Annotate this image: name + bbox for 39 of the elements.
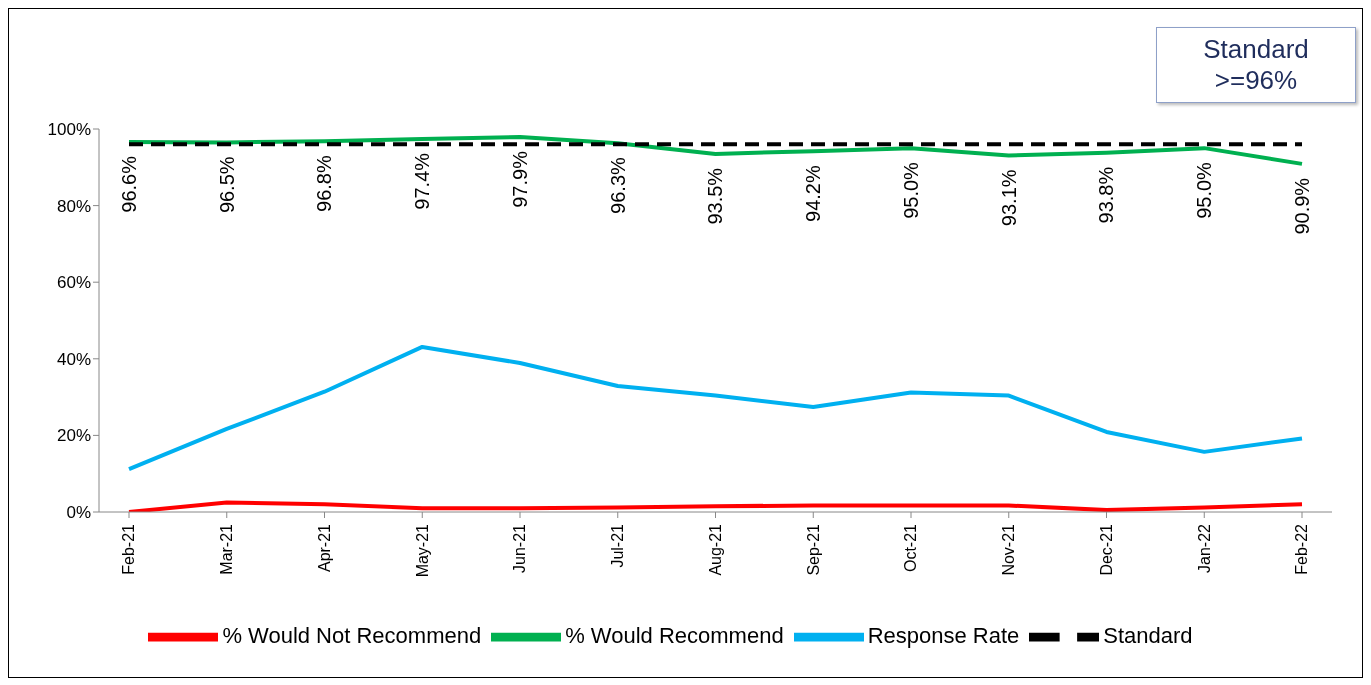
x-tick-label: Dec-21 [1097, 523, 1115, 576]
x-tick-label: Jul-21 [609, 523, 627, 568]
data-label: 96.5% [215, 156, 238, 214]
x-tick-label: Oct-21 [902, 523, 920, 573]
data-label: 96.6% [118, 155, 140, 213]
text: Standard >=96% [1156, 27, 1356, 103]
x-tick-label: Feb-22 [1293, 523, 1311, 575]
x-tick-label: Aug-21 [706, 523, 724, 576]
data-label: 97.9% [509, 150, 531, 208]
x-tick-label: Feb-21 [120, 523, 138, 575]
line-series [127, 500, 1304, 512]
data-label: 94.2% [802, 165, 825, 222]
data-label: 90.9% [1291, 177, 1313, 235]
x-tick-label: Sep-21 [804, 523, 822, 576]
data-label: 93.1% [997, 169, 1020, 227]
x-tick-label: Jun-21 [511, 523, 529, 573]
data-label: 96.3% [606, 156, 629, 214]
y-tick-label: 80% [56, 196, 91, 216]
y-tick-label: 100% [47, 120, 91, 140]
y-tick-label: 20% [56, 426, 91, 446]
legend-label: Response Rate [867, 622, 1020, 648]
y-tick-label: 40% [56, 349, 91, 369]
legend-label: Standard [1103, 622, 1193, 648]
y-tick-label: 0% [66, 503, 91, 523]
x-tick-label: Nov-21 [1000, 523, 1018, 576]
legend-label: % Would Recommend [565, 622, 784, 648]
data-label: 93.5% [704, 167, 727, 225]
y-tick-label: 60% [56, 273, 91, 293]
data-label: 93.8% [1095, 166, 1118, 224]
legend-label: % Would Not Recommend [222, 622, 482, 648]
x-tick-label: Apr-21 [315, 523, 333, 573]
x-tick-label: May-21 [413, 523, 431, 578]
data-label: 95.0% [900, 161, 922, 219]
data-label: 97.4% [411, 152, 434, 210]
x-tick-label: Jan-22 [1195, 523, 1213, 573]
line-series [127, 344, 1304, 472]
data-label: 96.8% [313, 155, 336, 212]
data-label: 95.0% [1193, 161, 1216, 219]
x-tick-label: Mar-21 [218, 523, 236, 575]
